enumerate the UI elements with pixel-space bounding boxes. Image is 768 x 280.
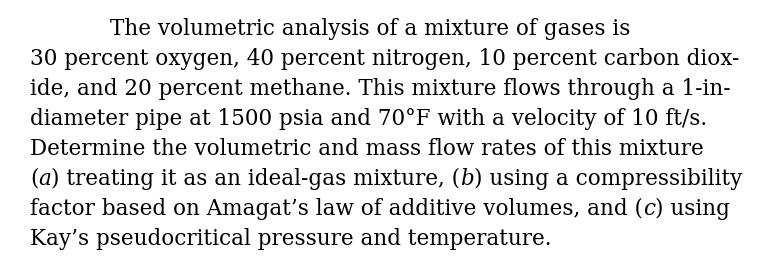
Text: Determine the volumetric and mass flow rates of this mixture: Determine the volumetric and mass flow r… bbox=[30, 138, 703, 160]
Text: ) treating it as an ideal-gas mixture, (: ) treating it as an ideal-gas mixture, ( bbox=[51, 168, 460, 190]
Text: The volumetric analysis of a mixture of gases is: The volumetric analysis of a mixture of … bbox=[110, 18, 631, 40]
Text: ) using: ) using bbox=[655, 198, 730, 220]
Text: 30 percent oxygen, 40 percent nitrogen, 10 percent carbon diox-: 30 percent oxygen, 40 percent nitrogen, … bbox=[30, 48, 740, 70]
Text: c: c bbox=[643, 198, 655, 220]
Text: ) using a compressibility: ) using a compressibility bbox=[474, 168, 743, 190]
Text: factor based on Amagat’s law of additive volumes, and (: factor based on Amagat’s law of additive… bbox=[30, 198, 643, 220]
Text: b: b bbox=[460, 168, 474, 190]
Text: ide, and 20 percent methane. This mixture flows through a 1-in-: ide, and 20 percent methane. This mixtur… bbox=[30, 78, 730, 100]
Text: (: ( bbox=[30, 168, 38, 190]
Text: Kay’s pseudocritical pressure and temperature.: Kay’s pseudocritical pressure and temper… bbox=[30, 228, 551, 250]
Text: diameter pipe at 1500 psia and 70°F with a velocity of 10 ft/s.: diameter pipe at 1500 psia and 70°F with… bbox=[30, 108, 707, 130]
Text: a: a bbox=[38, 168, 51, 190]
